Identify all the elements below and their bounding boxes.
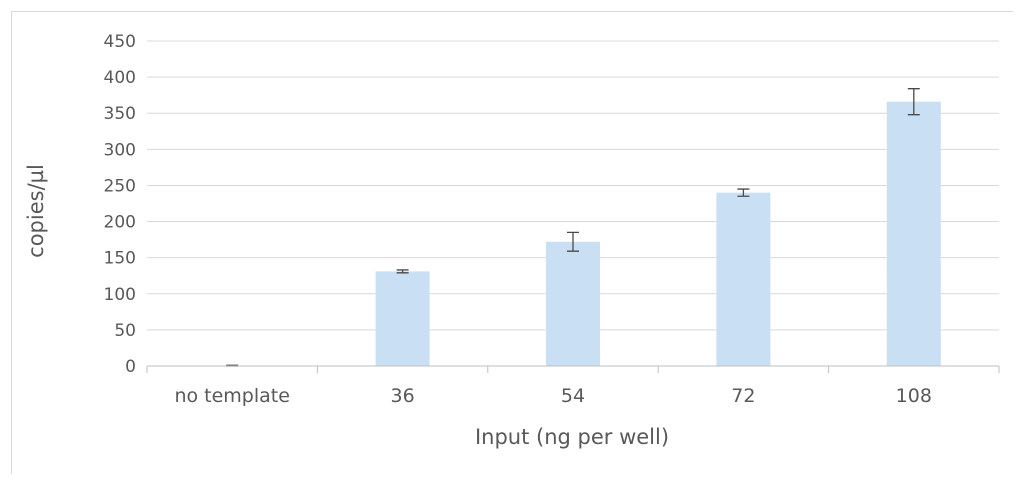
y-tick-label: 250 xyxy=(104,176,136,196)
bar xyxy=(716,192,771,366)
x-tick-label: 108 xyxy=(896,385,932,407)
y-tick-label: 400 xyxy=(104,68,136,88)
chart-frame xyxy=(11,11,1013,474)
y-tick-label: 300 xyxy=(104,140,136,160)
bar xyxy=(375,271,430,366)
x-axis xyxy=(146,365,1000,373)
y-axis-title: copies/µl xyxy=(24,164,48,258)
y-tick-label: 50 xyxy=(114,321,136,341)
x-axis-title: Input (ng per well) xyxy=(475,425,669,449)
y-tick-label: 200 xyxy=(104,213,136,233)
y-tick-label: 150 xyxy=(104,249,136,269)
bars xyxy=(205,101,941,367)
error-bar xyxy=(907,88,920,116)
x-tick-label: no template xyxy=(174,385,289,407)
x-tick-label: 72 xyxy=(731,385,755,407)
error-bar xyxy=(396,269,409,274)
x-tick-label: 54 xyxy=(561,385,585,407)
y-tick-label: 450 xyxy=(104,32,136,52)
bar xyxy=(886,101,941,367)
y-tick-label: 350 xyxy=(104,104,136,124)
bar xyxy=(546,241,600,366)
x-axis-tick-labels: no template 36 54 72 108 xyxy=(174,385,931,407)
y-tick-label: 0 xyxy=(125,357,136,377)
error-bar xyxy=(737,188,750,197)
x-tick-label: 36 xyxy=(391,385,415,407)
y-tick-label: 100 xyxy=(104,285,136,305)
error-bar xyxy=(567,231,579,252)
y-axis-tick-labels: 0 50 100 150 200 250 300 350 400 450 xyxy=(104,32,136,377)
